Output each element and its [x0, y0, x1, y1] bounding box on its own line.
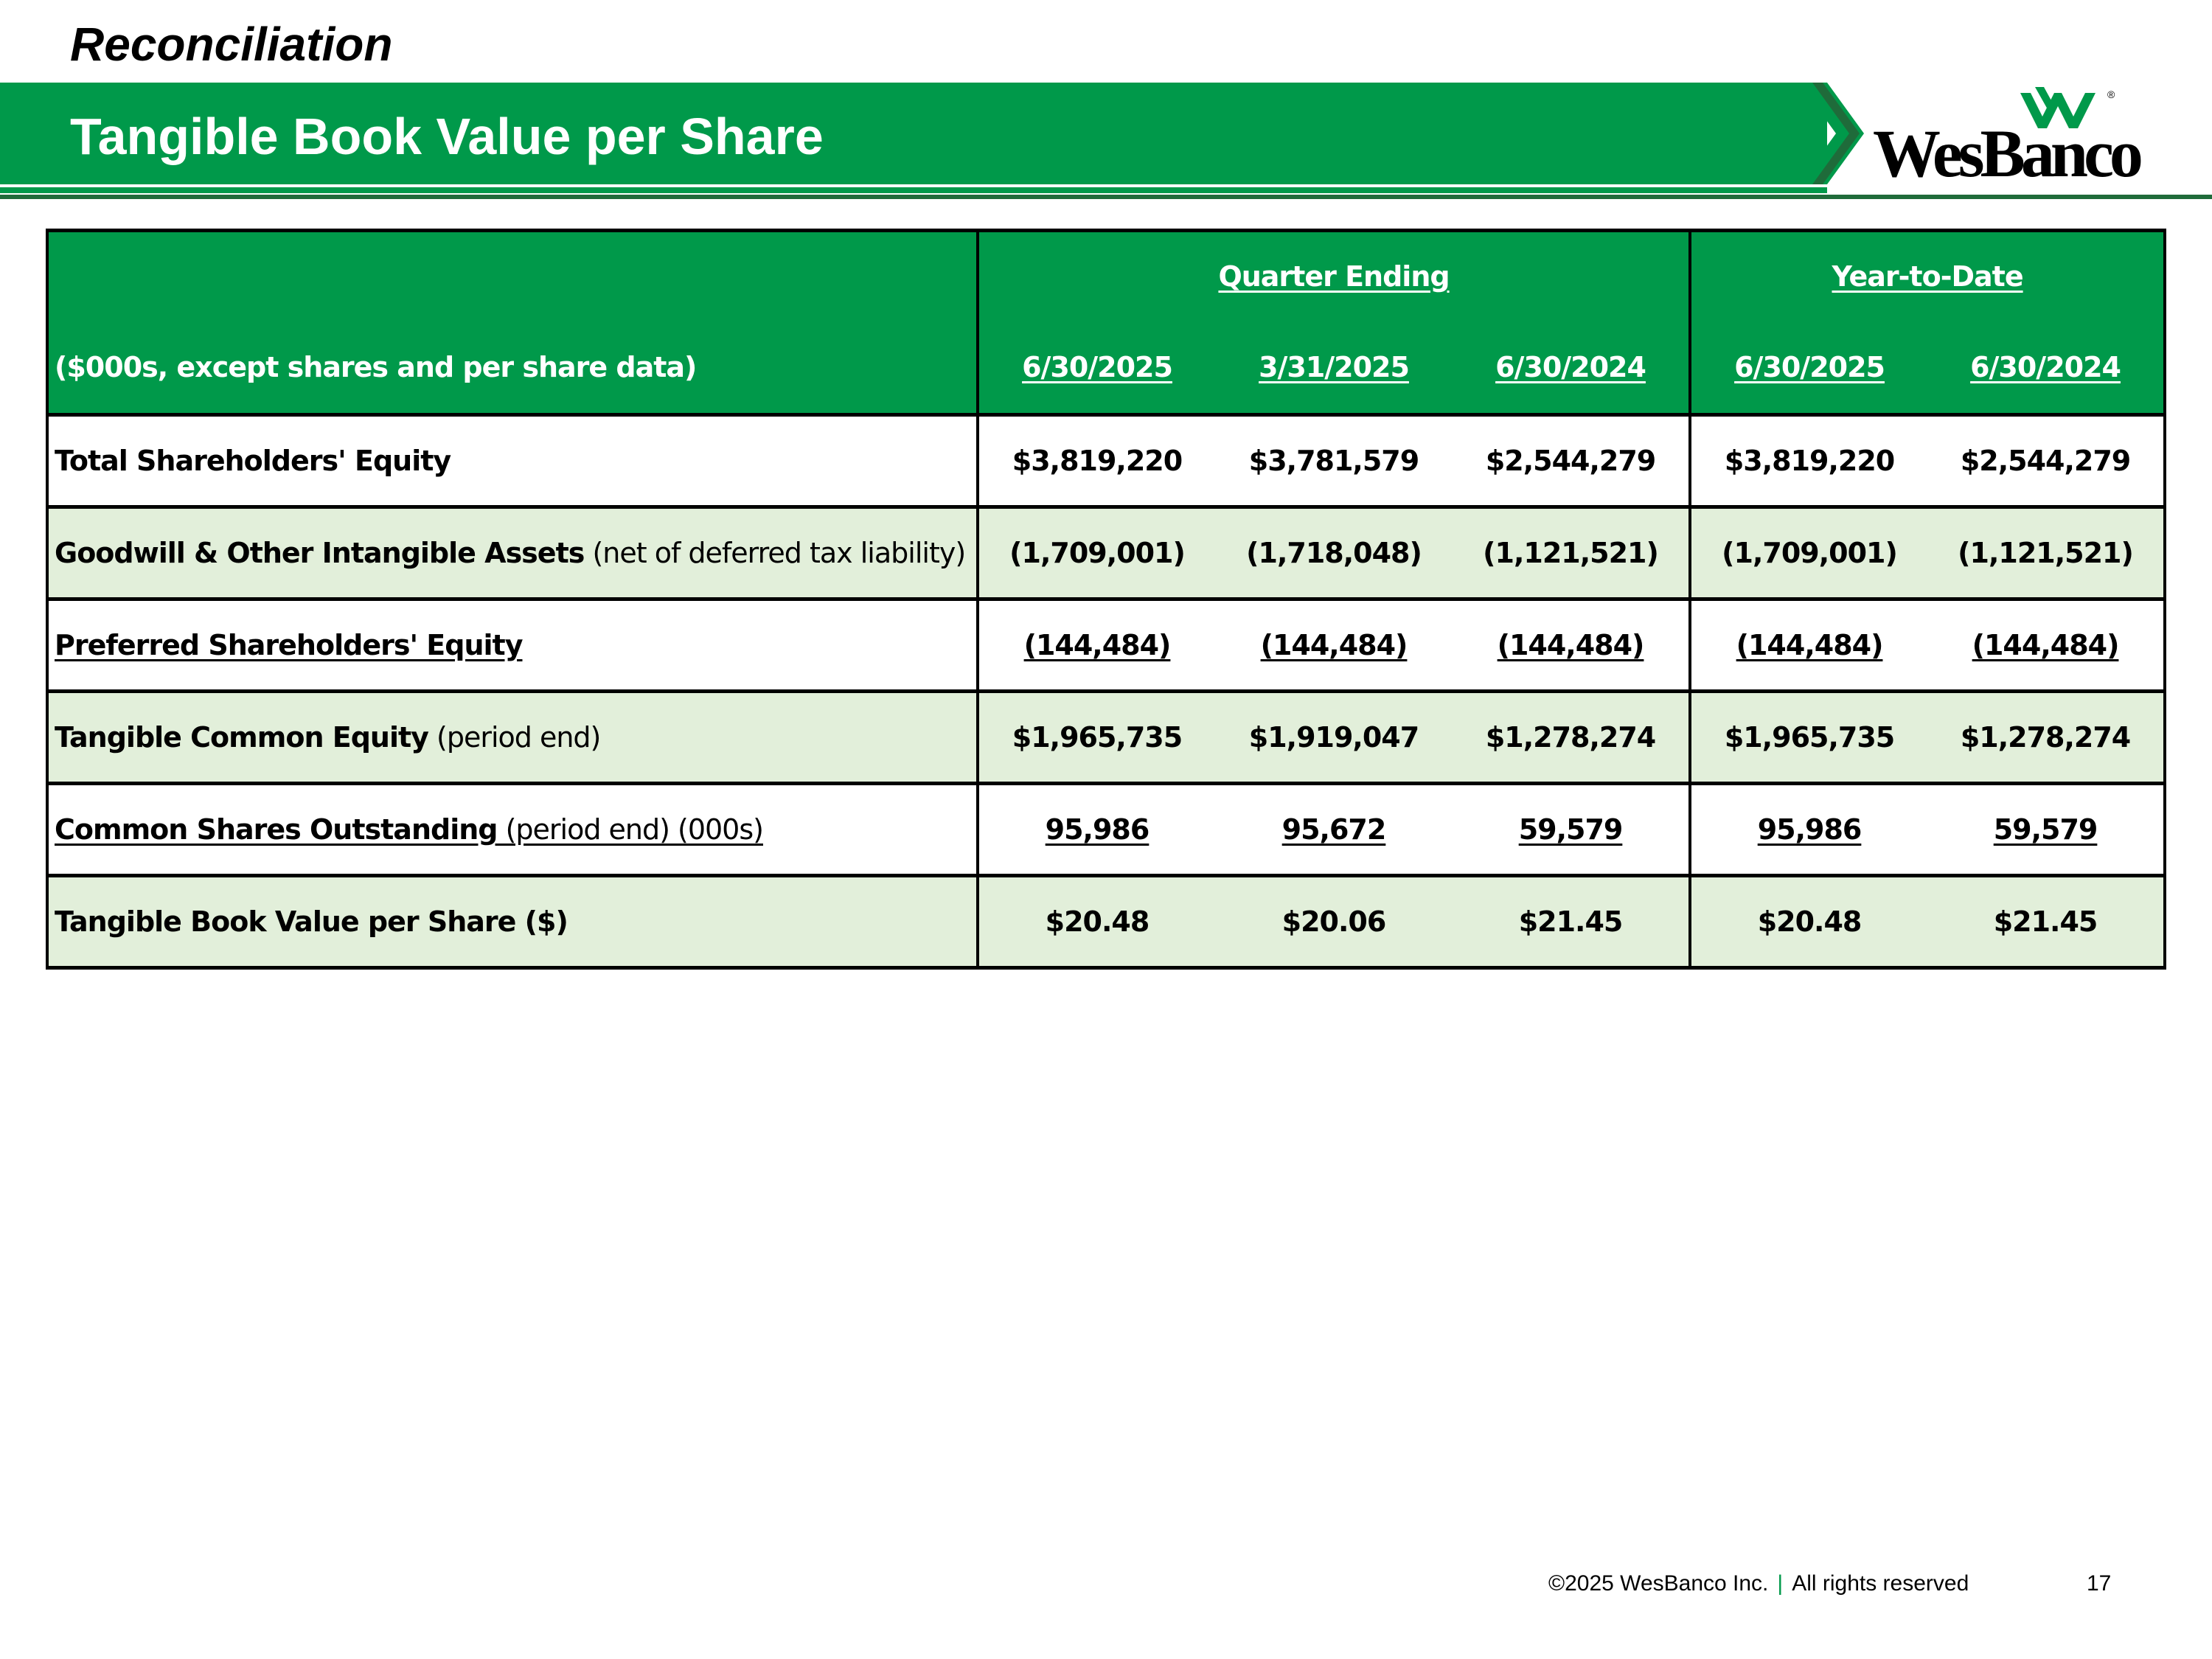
banner-rule — [0, 187, 1827, 193]
table-cell: $20.06 — [1215, 875, 1453, 970]
table-cell: $3,781,579 — [1215, 414, 1453, 509]
row-label: Preferred Shareholders' Equity — [46, 599, 979, 693]
table-cell: (1,718,048) — [1215, 507, 1453, 601]
table-cell: $2,544,279 — [1927, 414, 2167, 509]
table-cell: (1,121,521) — [1453, 507, 1692, 601]
title-banner — [0, 83, 1827, 184]
banner-underline — [0, 195, 2212, 199]
table-cell: $1,278,274 — [1453, 691, 1692, 785]
footer-rights: All rights reserved — [1792, 1571, 1969, 1596]
banner-chevron-icon — [1799, 83, 1864, 184]
page-title: Tangible Book Value per Share — [70, 108, 824, 165]
table-cell: 59,579 — [1453, 783, 1692, 877]
table-cell: $20.48 — [976, 875, 1215, 970]
table-cell: $1,278,274 — [1927, 691, 2167, 785]
table-cell: (144,484) — [1688, 599, 1928, 693]
column-header: 6/30/2024 — [1927, 321, 2167, 417]
table-cell: (144,484) — [1927, 599, 2167, 693]
page-number: 17 — [2087, 1571, 2112, 1596]
table-cell: (144,484) — [976, 599, 1215, 693]
table-cell: (144,484) — [1215, 599, 1453, 693]
row-label: Tangible Book Value per Share ($) — [46, 875, 979, 970]
table-cell: (144,484) — [1453, 599, 1692, 693]
wesbanco-logo: ® WesBanco — [1873, 87, 2146, 190]
column-header: 6/30/2024 — [1453, 321, 1692, 417]
table-cell: (1,709,001) — [976, 507, 1215, 601]
table-cell: (1,709,001) — [1688, 507, 1928, 601]
table-column-header-row: ($000s, except shares and per share data… — [46, 321, 2167, 417]
table-cell: 95,986 — [976, 783, 1215, 877]
table-cell: 59,579 — [1927, 783, 2167, 877]
table-cell: $3,819,220 — [1688, 414, 1928, 509]
unit-label: ($000s, except shares and per share data… — [46, 321, 979, 417]
row-label: Tangible Common Equity (period end) — [46, 691, 979, 785]
group-header-ytd: Year-to-Date — [1688, 229, 2167, 321]
logo-wordmark: WesBanco — [1873, 116, 2143, 191]
tbv-reconciliation-table: Quarter Ending Year-to-Date ($000s, exce… — [46, 229, 2167, 970]
table-cell: 95,986 — [1688, 783, 1928, 877]
column-header: 6/30/2025 — [1688, 321, 1928, 417]
slide-kicker: Reconciliation — [70, 18, 393, 71]
table-row: Goodwill & Other Intangible Assets (net … — [46, 507, 2167, 601]
header-spacer — [46, 229, 979, 321]
table-cell: $1,965,735 — [976, 691, 1215, 785]
table-cell: $20.48 — [1688, 875, 1928, 970]
logo-mark-icon — [2020, 87, 2096, 128]
footer-copyright: ©2025 WesBanco Inc. — [1548, 1571, 1769, 1596]
table-group-header-row: Quarter Ending Year-to-Date — [46, 229, 2167, 321]
group-header-quarter: Quarter Ending — [975, 229, 1692, 321]
row-label: Total Shareholders' Equity — [46, 414, 979, 509]
table-row: Common Shares Outstanding (period end) (… — [46, 783, 2167, 877]
table-cell: $3,819,220 — [976, 414, 1215, 509]
table-row: Tangible Book Value per Share ($) $20.48… — [46, 875, 2167, 970]
table-cell: (1,121,521) — [1927, 507, 2167, 601]
logo-registered-mark: ® — [2107, 88, 2115, 100]
column-header: 6/30/2025 — [976, 321, 1215, 417]
table-cell: $1,919,047 — [1215, 691, 1453, 785]
table-cell: $21.45 — [1453, 875, 1692, 970]
table-cell: $21.45 — [1927, 875, 2167, 970]
table-cell: $1,965,735 — [1688, 691, 1928, 785]
table-row: Preferred Shareholders' Equity (144,484)… — [46, 599, 2167, 693]
row-label: Common Shares Outstanding (period end) (… — [46, 783, 979, 877]
row-label: Goodwill & Other Intangible Assets (net … — [46, 507, 979, 601]
footer: ©2025 WesBanco Inc. | All rights reserved — [1548, 1569, 1969, 1599]
table-cell: $2,544,279 — [1453, 414, 1692, 509]
table-row: Total Shareholders' Equity $3,819,220 $3… — [46, 414, 2167, 509]
column-header: 3/31/2025 — [1215, 321, 1453, 417]
table-row: Tangible Common Equity (period end) $1,9… — [46, 691, 2167, 785]
table-cell: 95,672 — [1215, 783, 1453, 877]
footer-separator: | — [1777, 1571, 1784, 1596]
